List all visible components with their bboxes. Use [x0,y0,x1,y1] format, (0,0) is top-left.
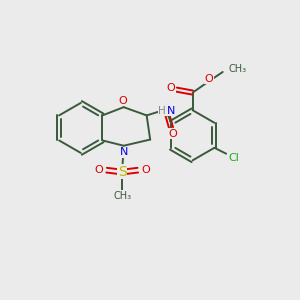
Text: O: O [141,165,150,175]
Text: O: O [168,129,177,139]
Text: H: H [158,106,166,116]
Text: Cl: Cl [228,153,239,163]
Text: O: O [94,165,103,175]
Text: O: O [167,83,176,93]
Text: S: S [118,165,127,178]
Text: N: N [120,147,128,157]
Text: O: O [205,74,213,84]
Text: O: O [119,96,128,106]
Text: CH₃: CH₃ [228,64,246,74]
Text: N: N [167,106,175,116]
Text: CH₃: CH₃ [113,191,131,201]
